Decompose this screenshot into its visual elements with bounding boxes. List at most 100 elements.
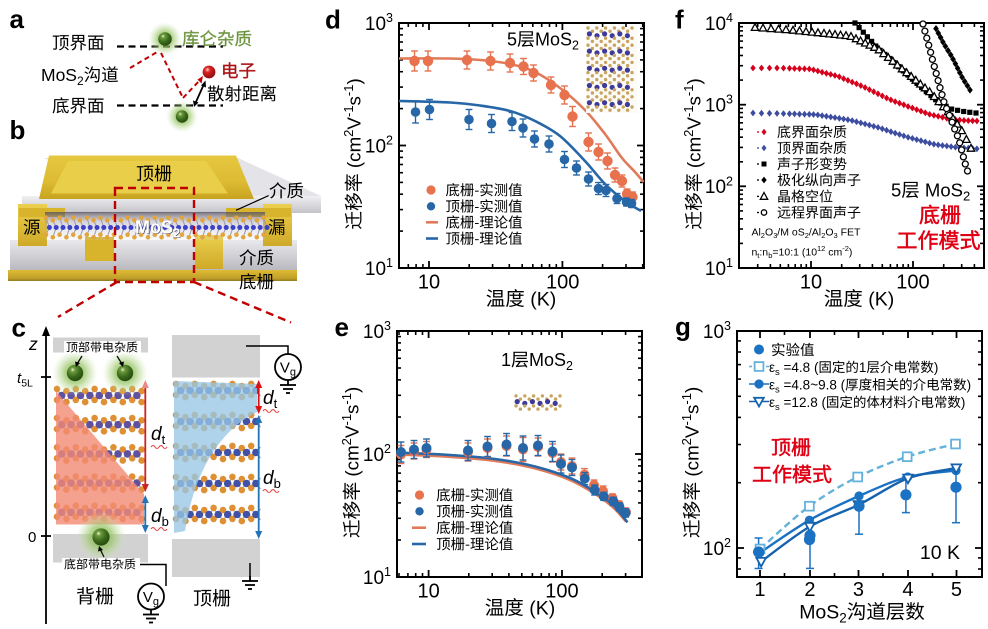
- svg-text:s: s: [682, 405, 703, 414]
- svg-text:-1: -1: [679, 414, 694, 426]
- svg-text:): ): [684, 78, 705, 84]
- svg-text:100: 100: [896, 272, 929, 294]
- svg-text:5L: 5L: [21, 378, 33, 390]
- svg-text:-1: -1: [681, 85, 696, 97]
- svg-text:): ): [849, 247, 853, 259]
- svg-text:(cm: (cm: [342, 445, 363, 482]
- svg-text:/M oS: /M oS: [777, 227, 804, 239]
- svg-text:V: V: [682, 425, 703, 438]
- svg-text:10: 10: [363, 568, 384, 589]
- svg-text:MoS: MoS: [135, 218, 173, 238]
- svg-text:12: 12: [817, 244, 825, 253]
- svg-text:d: d: [325, 5, 341, 35]
- svg-text:g: g: [153, 596, 159, 608]
- svg-text:10: 10: [365, 14, 386, 35]
- svg-text:V: V: [342, 425, 363, 438]
- svg-text:): ): [342, 387, 363, 393]
- svg-text:10: 10: [418, 581, 440, 603]
- svg-text:s: s: [775, 402, 780, 413]
- svg-text:5: 5: [951, 579, 962, 601]
- svg-text:(K): (K): [524, 598, 555, 620]
- svg-text:O: O: [825, 227, 833, 239]
- svg-text:MoS: MoS: [920, 180, 963, 201]
- svg-text:10: 10: [365, 136, 386, 157]
- svg-text:10: 10: [363, 445, 384, 466]
- svg-text:-1: -1: [679, 393, 694, 405]
- svg-text:2: 2: [821, 231, 825, 240]
- svg-text:(K): (K): [525, 289, 556, 311]
- svg-text:2: 2: [804, 579, 815, 601]
- svg-text:=10:1 (10: =10:1 (10: [772, 247, 817, 259]
- svg-text:-1: -1: [681, 105, 696, 117]
- svg-text:=4.8~9.8 (: =4.8~9.8 (: [780, 378, 846, 393]
- svg-text:s: s: [684, 96, 705, 105]
- svg-text:MoS: MoS: [41, 65, 77, 85]
- svg-text:10: 10: [703, 322, 724, 343]
- svg-text:s: s: [344, 96, 365, 105]
- svg-text:V: V: [280, 360, 290, 377]
- svg-text:t: t: [757, 251, 760, 260]
- svg-text:f: f: [675, 4, 684, 34]
- svg-text:1: 1: [501, 350, 511, 370]
- svg-text:MoS: MoS: [799, 602, 839, 624]
- svg-text:g: g: [290, 367, 296, 379]
- svg-text:(K): (K): [863, 289, 894, 311]
- svg-text:4: 4: [902, 579, 913, 601]
- svg-text:2: 2: [339, 438, 354, 445]
- svg-text:d: d: [151, 506, 163, 527]
- svg-text:2: 2: [805, 231, 809, 240]
- svg-text:a: a: [10, 4, 25, 34]
- svg-text:10 K: 10 K: [920, 542, 960, 564]
- svg-text::n: :n: [759, 247, 768, 259]
- svg-text:): ): [344, 78, 365, 84]
- svg-text:2: 2: [173, 226, 180, 241]
- svg-text:5: 5: [891, 180, 901, 201]
- svg-text:s: s: [775, 385, 780, 396]
- svg-text:1: 1: [859, 360, 867, 375]
- svg-text:3: 3: [773, 231, 777, 240]
- svg-text:-1: -1: [339, 414, 354, 426]
- svg-text:z: z: [28, 334, 38, 354]
- svg-text:b: b: [768, 251, 772, 260]
- svg-text:t: t: [162, 432, 166, 447]
- svg-text:2: 2: [572, 39, 579, 53]
- svg-text:d: d: [263, 468, 275, 489]
- svg-text:/Al: /Al: [809, 227, 821, 239]
- svg-text:t: t: [17, 370, 22, 387]
- svg-text:1: 1: [386, 256, 393, 270]
- svg-text:ε: ε: [769, 378, 775, 393]
- svg-text:): ): [961, 395, 966, 410]
- svg-text:1: 1: [384, 565, 391, 579]
- svg-text:c: c: [12, 313, 26, 343]
- svg-text:10: 10: [800, 272, 822, 294]
- svg-text:s: s: [775, 367, 780, 378]
- svg-text:Al: Al: [752, 227, 761, 239]
- svg-text:V: V: [344, 117, 365, 130]
- svg-text:s: s: [342, 405, 363, 414]
- svg-text:3: 3: [834, 231, 838, 240]
- svg-text:g: g: [675, 312, 691, 342]
- svg-text:O: O: [765, 227, 773, 239]
- svg-text:3: 3: [853, 579, 864, 601]
- svg-text:2: 2: [384, 442, 391, 456]
- svg-text:1: 1: [726, 256, 733, 270]
- svg-text:2: 2: [679, 438, 694, 445]
- svg-text:b: b: [10, 115, 26, 145]
- svg-text:(cm: (cm: [344, 137, 365, 174]
- svg-text:(cm: (cm: [684, 137, 705, 174]
- svg-text:2: 2: [386, 134, 393, 148]
- svg-text:0: 0: [28, 529, 36, 546]
- svg-text:MoS: MoS: [535, 30, 572, 50]
- svg-text:3: 3: [384, 319, 391, 333]
- svg-text:2: 2: [174, 226, 181, 241]
- svg-text:t: t: [274, 396, 278, 411]
- svg-text:10: 10: [705, 177, 726, 198]
- svg-text:e: e: [335, 312, 349, 342]
- svg-text:10: 10: [365, 259, 386, 280]
- svg-text:V: V: [684, 117, 705, 130]
- svg-text:100: 100: [545, 581, 578, 603]
- svg-text:2: 2: [681, 130, 696, 137]
- svg-text:10: 10: [705, 14, 726, 35]
- svg-text:4: 4: [726, 11, 733, 25]
- svg-text:d: d: [263, 388, 275, 409]
